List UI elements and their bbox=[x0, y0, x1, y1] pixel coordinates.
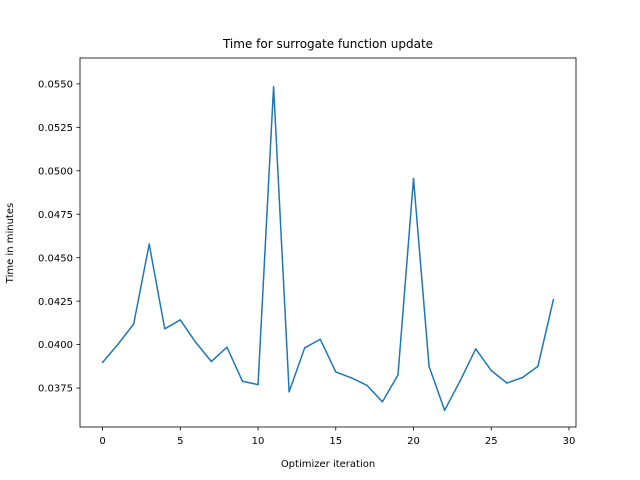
data-point bbox=[148, 243, 150, 245]
y-tick-label: 0.0550 bbox=[38, 79, 73, 90]
data-point bbox=[459, 380, 461, 382]
data-point bbox=[272, 86, 275, 88]
data-point bbox=[241, 380, 244, 383]
data-point bbox=[366, 384, 368, 387]
x-tick-label: 25 bbox=[485, 436, 498, 447]
data-point bbox=[474, 348, 477, 350]
data-point bbox=[101, 361, 104, 364]
y-tick-label: 0.0450 bbox=[38, 253, 73, 264]
series-line bbox=[101, 86, 555, 412]
data-point bbox=[397, 374, 399, 376]
y-axis-label: Time in minutes bbox=[5, 203, 16, 284]
chart-title: Time for surrogate function update bbox=[222, 37, 433, 51]
data-point bbox=[552, 298, 555, 301]
data-point bbox=[257, 383, 259, 386]
data-point bbox=[195, 341, 197, 344]
data-point bbox=[428, 365, 430, 368]
data-point bbox=[506, 382, 508, 384]
axes-frame bbox=[79, 57, 577, 428]
data-point bbox=[179, 319, 182, 321]
data-point bbox=[412, 177, 415, 180]
data-point bbox=[163, 328, 166, 330]
x-tick-label: 30 bbox=[563, 436, 576, 447]
data-point bbox=[117, 343, 119, 345]
y-tick-label: 0.0425 bbox=[38, 297, 73, 308]
plot-area bbox=[101, 86, 555, 412]
data-point bbox=[537, 365, 539, 368]
x-tick-label: 5 bbox=[177, 436, 183, 447]
x-tick-label: 15 bbox=[329, 436, 342, 447]
data-point bbox=[521, 376, 524, 379]
data-point bbox=[319, 338, 321, 340]
x-tick-label: 20 bbox=[407, 436, 420, 447]
data-point bbox=[303, 347, 306, 349]
data-point bbox=[443, 409, 446, 412]
y-tick-label: 0.0500 bbox=[38, 166, 73, 177]
y-tick-label: 0.0525 bbox=[38, 123, 73, 134]
data-point bbox=[381, 401, 384, 403]
x-tick-label: 10 bbox=[252, 436, 265, 447]
data-point bbox=[335, 371, 337, 373]
y-axis-ticks: 0.0375 0.0400 0.0425 0.0450 0.0475 0.0500 0.05… bbox=[38, 79, 80, 395]
y-tick-label: 0.0400 bbox=[38, 340, 73, 351]
data-point bbox=[288, 390, 290, 393]
data-point bbox=[132, 323, 135, 325]
y-tick-label: 0.0375 bbox=[38, 384, 73, 395]
data-point bbox=[210, 360, 213, 363]
x-tick-label: 0 bbox=[99, 436, 105, 447]
data-point bbox=[226, 346, 228, 348]
y-tick-label: 0.0475 bbox=[38, 210, 73, 221]
data-point bbox=[490, 369, 493, 372]
x-axis-ticks: 0 5 10 15 20 25 30 bbox=[99, 427, 575, 447]
data-point bbox=[350, 377, 353, 379]
x-axis-label: Optimizer iteration bbox=[281, 459, 375, 470]
